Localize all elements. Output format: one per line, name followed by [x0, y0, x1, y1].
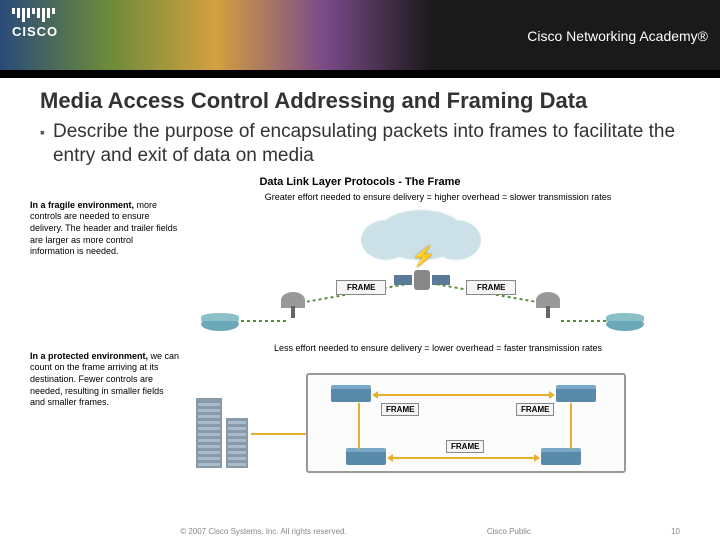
- router-right-icon: [606, 317, 644, 331]
- fragile-row: In a fragile environment, more controls …: [30, 192, 690, 337]
- router-left-icon: [201, 317, 239, 331]
- lightning-icon: ⚡: [411, 244, 436, 269]
- protected-diagram: Less effort needed to ensure delivery = …: [186, 343, 690, 488]
- dish-left-icon: [281, 292, 305, 308]
- footer: © 2007 Cisco Systems, Inc. All rights re…: [0, 527, 720, 536]
- copyright-text: © 2007 Cisco Systems, Inc. All rights re…: [180, 527, 346, 536]
- dish-right-icon: [536, 292, 560, 308]
- frame-label-1: FRAME: [336, 280, 386, 295]
- bullet-text: Describe the purpose of encapsulating pa…: [53, 120, 680, 168]
- link-to-bldg: [251, 433, 306, 435]
- building-2-icon: [226, 418, 248, 468]
- protected-row: In a protected environment, we can count…: [30, 343, 690, 488]
- wave-ll: [241, 320, 286, 322]
- bullet-icon: ▪: [40, 124, 45, 168]
- fragile-diagram: Greater effort needed to ensure delivery…: [186, 192, 690, 337]
- footer-label: Cisco Public: [487, 527, 531, 536]
- diagram-area: Data Link Layer Protocols - The Frame In…: [30, 176, 690, 521]
- switch-bl-icon: [346, 451, 386, 465]
- frame-p-1: FRAME: [381, 403, 419, 416]
- link-left-v: [358, 403, 360, 449]
- slide-title: Media Access Control Addressing and Fram…: [40, 88, 680, 114]
- slide-bullet: ▪ Describe the purpose of encapsulating …: [40, 120, 680, 168]
- divider-bar: [0, 70, 720, 78]
- frame-p-3: FRAME: [446, 440, 484, 453]
- link-top: [376, 394, 551, 396]
- fragile-caption: Greater effort needed to ensure delivery…: [186, 192, 690, 202]
- cisco-logo: CISCO: [12, 8, 58, 39]
- slide-content: Media Access Control Addressing and Fram…: [0, 78, 720, 168]
- academy-label: Cisco Networking Academy®: [527, 28, 708, 44]
- building-1-icon: [196, 398, 222, 468]
- diagram-title: Data Link Layer Protocols - The Frame: [30, 176, 690, 188]
- switch-br-icon: [541, 451, 581, 465]
- logo-text: CISCO: [12, 24, 58, 39]
- switch-tr-icon: [556, 388, 596, 402]
- frame-p-2: FRAME: [516, 403, 554, 416]
- fragile-side-text: In a fragile environment, more controls …: [30, 192, 180, 337]
- header-banner: CISCO Cisco Networking Academy®: [0, 0, 720, 70]
- link-right-v: [570, 403, 572, 449]
- protected-bold: In a protected environment,: [30, 351, 148, 361]
- satellite-icon: [414, 270, 430, 290]
- protected-caption: Less effort needed to ensure delivery = …: [186, 343, 690, 353]
- protected-side-text: In a protected environment, we can count…: [30, 343, 180, 488]
- fragile-bold: In a fragile environment,: [30, 200, 134, 210]
- page-number: 10: [671, 527, 680, 536]
- wave-rr: [561, 320, 606, 322]
- link-bot: [391, 457, 536, 459]
- switch-tl-icon: [331, 388, 371, 402]
- frame-label-2: FRAME: [466, 280, 516, 295]
